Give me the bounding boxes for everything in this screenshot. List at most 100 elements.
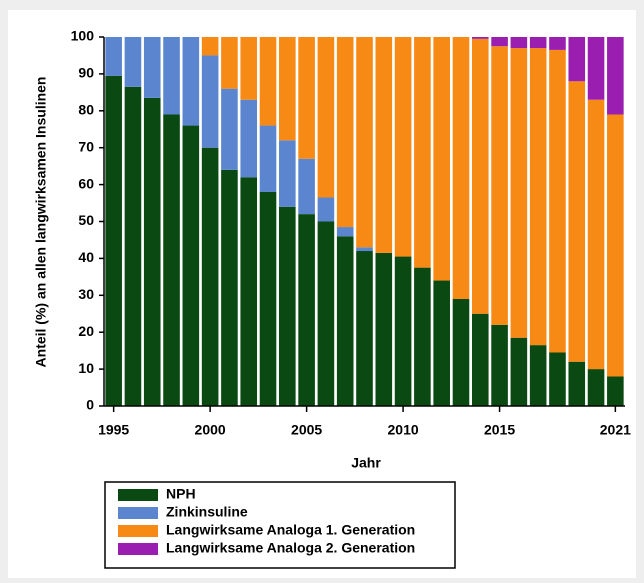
bar-segment [336, 37, 354, 228]
x-tick-label: 2010 [388, 422, 419, 438]
y-tick-label: 30 [78, 286, 94, 302]
bar-segment [394, 256, 412, 406]
y-tick-label: 10 [78, 360, 94, 376]
bar-segment [317, 197, 335, 222]
y-tick-label: 100 [71, 28, 95, 44]
bar-segment [375, 252, 393, 406]
bar-segment [240, 99, 258, 178]
bar-segment [452, 298, 470, 406]
bar-segment [163, 37, 180, 115]
bar-segment [124, 37, 142, 87]
y-tick-label: 40 [78, 249, 94, 265]
legend-label: Langwirksame Analoga 2. Generation [166, 540, 415, 556]
bar-segment [240, 177, 258, 406]
bar-segment [279, 206, 296, 406]
legend-swatch [118, 489, 158, 501]
bar-segment [510, 48, 528, 338]
y-tick-label: 50 [78, 212, 94, 228]
bar-segment [336, 227, 354, 237]
bar-segment [510, 337, 528, 406]
bar-segment [433, 280, 450, 406]
bar-segment [587, 369, 605, 406]
bar-segment [143, 37, 161, 98]
bar-segment [568, 37, 586, 82]
y-tick-label: 20 [78, 323, 94, 339]
bar-segment [433, 37, 450, 281]
x-tick-label: 2021 [600, 422, 631, 438]
y-axis-label: Anteil (%) an allen langwirksamen Insuli… [33, 77, 49, 368]
bar-segment [259, 191, 277, 406]
x-tick-label: 2015 [484, 422, 515, 438]
bar-segment [491, 324, 508, 406]
bar-segment [182, 125, 200, 406]
bar-segment [336, 236, 354, 406]
bar-segment [279, 140, 296, 207]
bar-segment [221, 169, 238, 406]
bar-segment [143, 97, 161, 406]
bar-segment [587, 99, 605, 370]
bar-segment [491, 37, 508, 47]
bar-segment [529, 48, 547, 346]
bar-segment [529, 37, 547, 49]
bar-segment [549, 49, 566, 353]
bar-segment [568, 81, 586, 362]
bar-segment [414, 37, 431, 268]
bar-segment [356, 37, 373, 248]
x-tick-label: 2000 [195, 422, 226, 438]
bar-segment [471, 313, 489, 406]
bar-segment [394, 37, 412, 257]
bar-segment [317, 37, 335, 198]
bar-segment [471, 37, 489, 39]
bar-segment [221, 88, 238, 170]
bar-segment [201, 147, 219, 406]
legend-label: NPH [166, 486, 196, 502]
bar-segment [491, 46, 508, 325]
x-tick-label: 1995 [98, 422, 129, 438]
bar-segment [414, 267, 431, 406]
bar-segment [356, 247, 373, 252]
bar-segment [105, 37, 122, 76]
y-tick-label: 0 [86, 397, 94, 413]
bar-segment [568, 361, 586, 406]
bar-segment [259, 125, 277, 192]
bar-segment [549, 37, 566, 50]
bar-segment [607, 37, 624, 115]
bar-segment [279, 37, 296, 141]
bar-segment [587, 37, 605, 100]
bar-segment [375, 37, 393, 253]
x-axis-label: Jahr [351, 455, 381, 471]
bar-segment [356, 251, 373, 406]
bar-segment [607, 114, 624, 377]
legend-label: Zinkinsuline [166, 504, 248, 520]
bar-segment [240, 37, 258, 100]
legend-swatch [118, 543, 158, 555]
bar-segment [607, 376, 624, 406]
x-tick-label: 2005 [291, 422, 322, 438]
legend-box [104, 481, 456, 569]
bar-segment [221, 37, 238, 89]
legend-swatch [118, 525, 158, 537]
bar-segment [201, 37, 219, 56]
legend-label: Langwirksame Analoga 1. Generation [166, 522, 415, 538]
bar-segment [452, 37, 470, 299]
bar-segment [317, 221, 335, 406]
bar-segment [529, 345, 547, 406]
bar-segment [298, 214, 315, 406]
y-tick-label: 90 [78, 65, 94, 81]
bar-segment [471, 38, 489, 314]
y-tick-label: 60 [78, 175, 94, 191]
bar-segment [298, 37, 315, 159]
bar-segment [163, 114, 180, 407]
bar-segment [105, 75, 122, 407]
bar-segment [510, 37, 528, 49]
bar-segment [201, 55, 219, 148]
y-tick-label: 70 [78, 138, 94, 154]
bar-segment [549, 352, 566, 406]
bar-segment [182, 37, 200, 126]
bar-segment [298, 158, 315, 215]
bar-segment [124, 86, 142, 406]
y-tick-label: 80 [78, 102, 94, 118]
bar-segment [259, 37, 277, 126]
legend-swatch [118, 507, 158, 519]
